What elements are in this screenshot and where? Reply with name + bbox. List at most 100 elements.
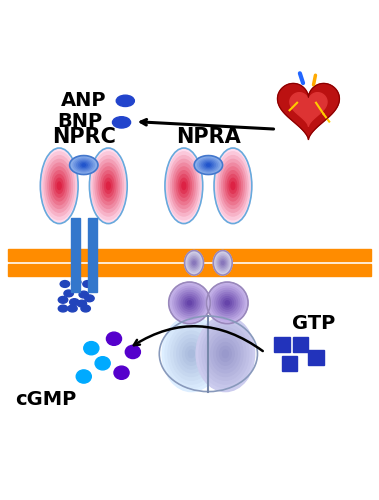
Ellipse shape <box>71 157 96 174</box>
Ellipse shape <box>78 162 89 168</box>
Ellipse shape <box>84 342 99 355</box>
Ellipse shape <box>213 250 232 275</box>
Ellipse shape <box>89 148 127 224</box>
Bar <box>8 264 371 276</box>
Ellipse shape <box>165 148 203 224</box>
Ellipse shape <box>171 160 197 212</box>
Ellipse shape <box>83 280 92 287</box>
Ellipse shape <box>225 301 229 305</box>
Ellipse shape <box>99 167 118 204</box>
Ellipse shape <box>75 159 92 171</box>
Ellipse shape <box>203 162 214 168</box>
Ellipse shape <box>77 160 91 170</box>
Ellipse shape <box>125 346 140 358</box>
Ellipse shape <box>188 350 194 358</box>
Ellipse shape <box>211 286 244 320</box>
Ellipse shape <box>219 258 226 268</box>
Ellipse shape <box>218 156 248 216</box>
Ellipse shape <box>207 282 248 324</box>
Ellipse shape <box>185 250 204 275</box>
Ellipse shape <box>167 152 201 220</box>
Text: cGMP: cGMP <box>16 390 77 408</box>
Bar <box>274 337 290 352</box>
Ellipse shape <box>70 156 98 174</box>
Ellipse shape <box>174 331 209 376</box>
Ellipse shape <box>182 182 186 190</box>
Bar <box>282 356 297 371</box>
Ellipse shape <box>190 256 199 269</box>
Ellipse shape <box>177 290 202 316</box>
Ellipse shape <box>207 164 210 166</box>
Ellipse shape <box>222 163 244 208</box>
Ellipse shape <box>188 301 191 305</box>
Ellipse shape <box>162 316 221 392</box>
Ellipse shape <box>229 178 237 194</box>
Ellipse shape <box>176 170 191 201</box>
Ellipse shape <box>216 254 230 272</box>
Ellipse shape <box>191 258 197 268</box>
Ellipse shape <box>172 163 195 208</box>
Ellipse shape <box>174 167 193 204</box>
Ellipse shape <box>205 328 246 380</box>
Ellipse shape <box>227 174 239 197</box>
Ellipse shape <box>91 152 125 220</box>
Ellipse shape <box>103 174 114 197</box>
Ellipse shape <box>215 252 231 274</box>
Ellipse shape <box>199 159 217 171</box>
Ellipse shape <box>213 288 242 318</box>
Ellipse shape <box>169 156 199 216</box>
Ellipse shape <box>46 160 72 212</box>
Ellipse shape <box>205 162 212 168</box>
Bar <box>309 350 324 365</box>
Ellipse shape <box>178 174 190 197</box>
Bar <box>8 249 371 262</box>
Ellipse shape <box>216 342 234 365</box>
Ellipse shape <box>219 294 236 311</box>
Ellipse shape <box>231 182 235 190</box>
Ellipse shape <box>183 342 200 365</box>
Ellipse shape <box>183 296 196 309</box>
Polygon shape <box>277 84 340 140</box>
Ellipse shape <box>97 163 120 208</box>
Ellipse shape <box>44 156 74 216</box>
Ellipse shape <box>106 332 122 345</box>
Ellipse shape <box>95 356 110 370</box>
Ellipse shape <box>48 163 70 208</box>
Ellipse shape <box>76 370 91 383</box>
Ellipse shape <box>214 338 237 369</box>
Ellipse shape <box>95 160 122 212</box>
Ellipse shape <box>208 331 243 376</box>
FancyArrowPatch shape <box>313 75 315 85</box>
Ellipse shape <box>58 305 68 312</box>
Ellipse shape <box>93 156 124 216</box>
Bar <box>293 337 309 352</box>
Ellipse shape <box>180 338 203 369</box>
Ellipse shape <box>224 167 242 204</box>
Ellipse shape <box>85 295 94 302</box>
Ellipse shape <box>177 335 206 372</box>
Ellipse shape <box>187 254 201 272</box>
Ellipse shape <box>171 328 212 380</box>
Ellipse shape <box>208 284 246 322</box>
Ellipse shape <box>55 178 63 194</box>
Ellipse shape <box>40 148 78 224</box>
Ellipse shape <box>198 158 219 172</box>
Ellipse shape <box>165 320 218 388</box>
Ellipse shape <box>105 178 112 194</box>
Ellipse shape <box>175 288 204 318</box>
Ellipse shape <box>106 182 110 190</box>
Ellipse shape <box>185 298 194 307</box>
Ellipse shape <box>219 346 231 362</box>
Ellipse shape <box>50 167 69 204</box>
Ellipse shape <box>217 255 229 270</box>
Ellipse shape <box>52 170 67 201</box>
Ellipse shape <box>222 350 228 358</box>
Ellipse shape <box>58 296 68 303</box>
Ellipse shape <box>173 286 206 320</box>
FancyArrowPatch shape <box>300 74 303 83</box>
Ellipse shape <box>217 292 238 313</box>
Ellipse shape <box>202 324 249 384</box>
Ellipse shape <box>180 178 188 194</box>
Ellipse shape <box>221 296 233 309</box>
Ellipse shape <box>169 282 210 324</box>
